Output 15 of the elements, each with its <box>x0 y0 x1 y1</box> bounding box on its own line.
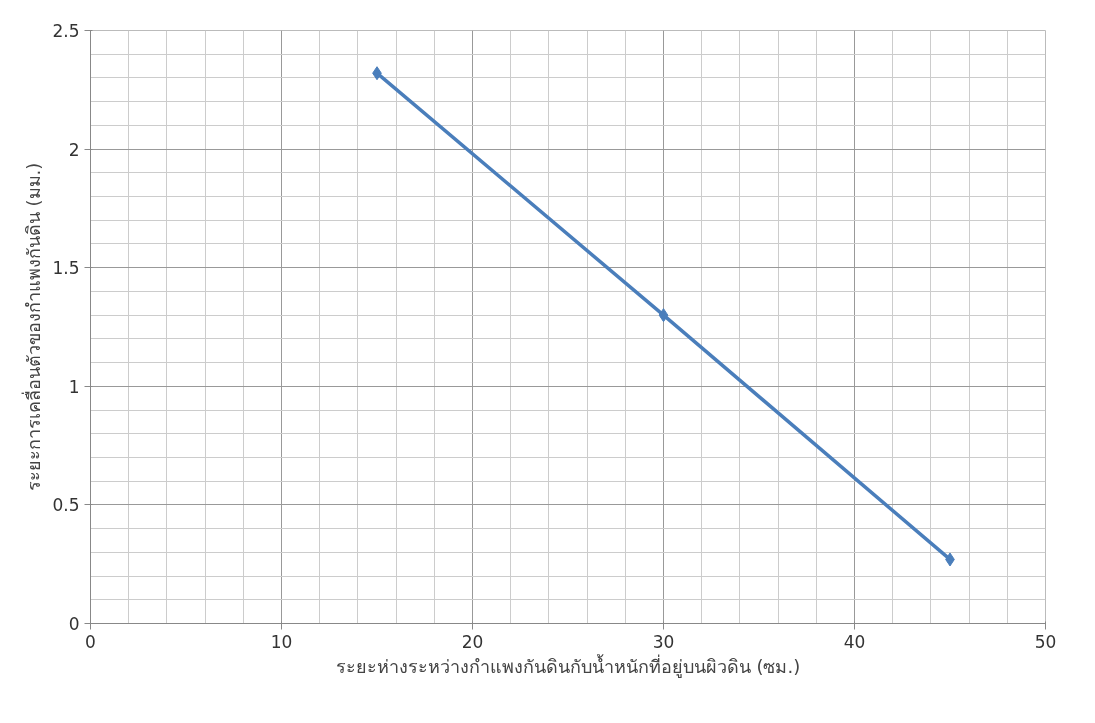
y-tick-label: 2.5 <box>52 21 80 41</box>
x-tick-label: 10 <box>270 631 293 652</box>
y-tick-label: 0.5 <box>52 495 80 516</box>
y-tick-label: 0 <box>68 614 80 634</box>
x-tick-label: 40 <box>843 631 866 652</box>
x-axis-title: ระยะห่างระหว่างกำแพงกันดินกับน้ำหนักที่อยู่บนผิวดิน (ซม.) <box>335 653 801 678</box>
x-tick-label: 50 <box>1034 631 1057 652</box>
y-tick-label: 2 <box>68 139 80 160</box>
x-tick-label: 30 <box>652 631 675 652</box>
x-tick-label: 0 <box>85 631 96 652</box>
y-tick-label: 1.5 <box>52 258 80 279</box>
y-axis-title: ระยะการเคลื่อนตัวของกำแพงกันดิน (มม.) <box>21 162 45 492</box>
x-tick-label: 20 <box>461 631 484 652</box>
point <box>658 308 669 323</box>
y-tick-label: 1 <box>68 376 80 397</box>
